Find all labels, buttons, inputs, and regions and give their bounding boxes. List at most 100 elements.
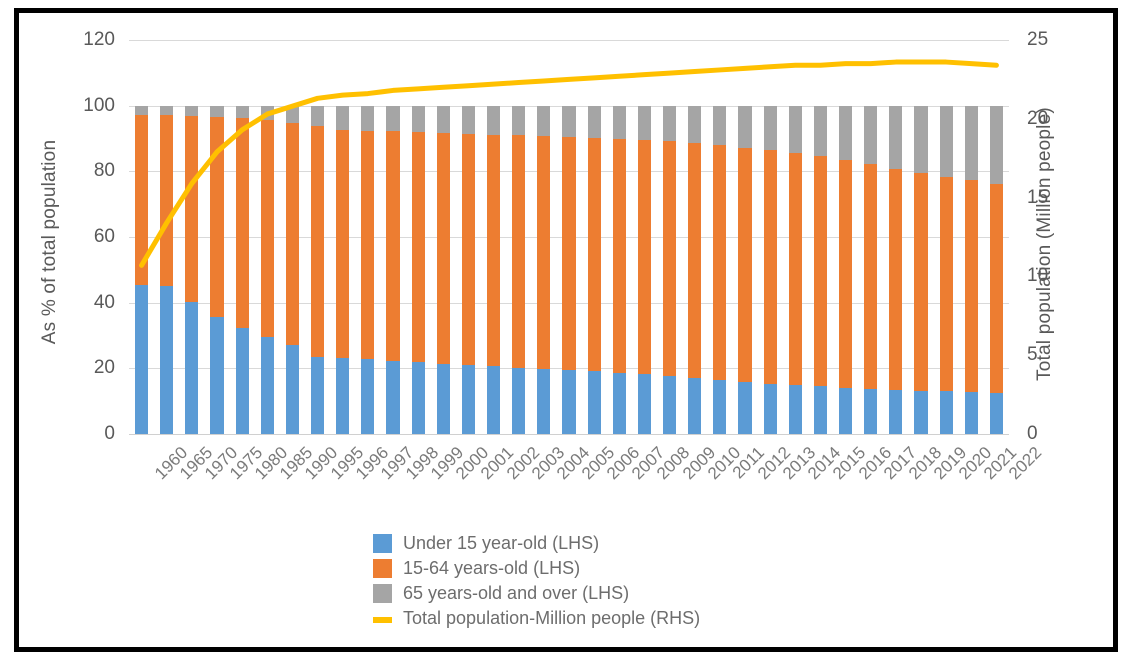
bar-segment <box>587 105 601 139</box>
y-axis-left-tick: 120 <box>83 29 115 50</box>
stacked-bar[interactable] <box>160 40 174 434</box>
bar-segment <box>260 336 274 434</box>
bar-segment <box>185 116 199 303</box>
bar-segment <box>989 392 1003 434</box>
y-axis-left-tick: 0 <box>104 423 115 444</box>
bar-segment <box>788 152 802 386</box>
stacked-bar[interactable] <box>386 40 400 434</box>
stacked-bar[interactable] <box>512 40 526 434</box>
stacked-bar[interactable] <box>612 40 626 434</box>
stacked-bar[interactable] <box>964 40 978 434</box>
stacked-bar[interactable] <box>436 40 450 434</box>
bar-segment <box>336 358 350 434</box>
stacked-bar[interactable] <box>688 40 702 434</box>
bar-segment <box>235 105 249 119</box>
stacked-bar[interactable] <box>461 40 475 434</box>
bar-series-group <box>129 40 1009 434</box>
bar-segment <box>537 135 551 369</box>
chart-area: As % of total population Total populatio… <box>19 13 1113 647</box>
plot-region: 0 20 40 60 80 100 120 0 5 10 15 20 25 <box>83 30 1048 443</box>
bar-segment <box>411 132 425 363</box>
legend-item-label: Total population-Million people (RHS) <box>403 608 701 628</box>
legend-item[interactable]: 65 years-old and over (LHS) <box>373 581 803 606</box>
bar-segment <box>386 105 400 132</box>
bar-segment <box>285 344 299 434</box>
stacked-bar[interactable] <box>336 40 350 434</box>
bar-segment <box>839 105 853 161</box>
bar-segment <box>587 138 601 371</box>
bar-segment <box>839 388 853 434</box>
stacked-bar[interactable] <box>637 40 651 434</box>
stacked-bar[interactable] <box>587 40 601 434</box>
stacked-bar[interactable] <box>839 40 853 434</box>
bar-segment <box>612 139 626 373</box>
stacked-bar[interactable] <box>537 40 551 434</box>
bar-segment <box>436 363 450 434</box>
y-axis-left-tick: 80 <box>93 160 115 182</box>
stacked-bar[interactable] <box>487 40 501 434</box>
bar-segment <box>763 105 777 151</box>
stacked-bar[interactable] <box>562 40 576 434</box>
bar-segment <box>487 366 501 434</box>
bar-segment <box>688 378 702 434</box>
bar-segment <box>713 380 727 434</box>
bar-segment <box>939 105 953 177</box>
bar-segment <box>637 374 651 434</box>
stacked-bar[interactable] <box>135 40 149 434</box>
stacked-bar[interactable] <box>210 40 224 434</box>
bar-segment <box>386 131 400 361</box>
stacked-bar[interactable] <box>939 40 953 434</box>
x-axis-labels: 1960 1965 1970 1975 1980 1985 1990 1995 1996 1997… <box>129 437 1046 527</box>
bar-segment <box>864 389 878 434</box>
bar-segment <box>788 385 802 434</box>
bar-segment <box>210 116 224 318</box>
stacked-bar[interactable] <box>889 40 903 434</box>
bar-segment <box>964 391 978 434</box>
stacked-bar[interactable] <box>311 40 325 434</box>
stacked-bar[interactable] <box>235 40 249 434</box>
stacked-bar[interactable] <box>411 40 425 434</box>
legend-item-label: 15-64 years-old (LHS) <box>403 558 581 578</box>
stacked-bar[interactable] <box>914 40 928 434</box>
stacked-bar[interactable] <box>763 40 777 434</box>
stacked-bar[interactable] <box>260 40 274 434</box>
stacked-bar[interactable] <box>989 40 1003 434</box>
stacked-bar[interactable] <box>185 40 199 434</box>
y-axis-right-tick: 15 <box>1027 186 1049 208</box>
bar-segment <box>135 115 149 286</box>
bar-segment <box>185 105 199 117</box>
total-population-line <box>139 59 999 268</box>
bar-segment <box>461 133 475 366</box>
bar-segment <box>336 129 350 359</box>
bar-segment <box>512 105 526 135</box>
bar-segment <box>637 105 651 141</box>
y-axis-left-tick: 100 <box>83 94 115 116</box>
bar-segment <box>311 357 325 434</box>
bar-segment <box>361 359 375 434</box>
stacked-bar[interactable] <box>738 40 752 434</box>
gridline <box>129 434 1009 435</box>
bar-segment <box>210 105 224 117</box>
bar-segment <box>436 132 450 364</box>
bar-segment <box>587 370 601 434</box>
stacked-bar[interactable] <box>361 40 375 434</box>
legend-square-icon <box>373 559 392 578</box>
bar-segment <box>436 105 450 133</box>
legend-item[interactable]: Under 15 year-old (LHS) <box>373 531 803 556</box>
legend-item[interactable]: Total population-Million people (RHS) <box>373 606 803 631</box>
bar-segment <box>562 105 576 137</box>
stacked-bar[interactable] <box>713 40 727 434</box>
stacked-bar[interactable] <box>788 40 802 434</box>
bar-segment <box>989 105 1003 184</box>
bar-segment <box>813 386 827 434</box>
bar-segment <box>763 150 777 385</box>
stacked-bar[interactable] <box>285 40 299 434</box>
stacked-bar[interactable] <box>864 40 878 434</box>
bar-segment <box>688 105 702 144</box>
bar-segment <box>637 140 651 375</box>
stacked-bar[interactable] <box>663 40 677 434</box>
legend-item[interactable]: 15-64 years-old (LHS) <box>373 556 803 581</box>
bar-segment <box>713 145 727 381</box>
y-axis-right-tick: 20 <box>1027 107 1049 129</box>
stacked-bar[interactable] <box>813 40 827 434</box>
